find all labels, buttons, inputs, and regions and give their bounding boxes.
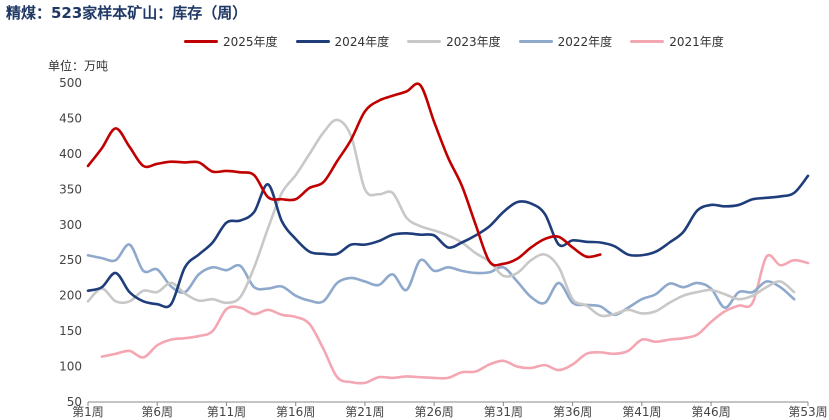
series-line-5 (100, 253, 810, 385)
series-line-1 (86, 82, 602, 267)
legend-label: 2022年度 (557, 35, 613, 49)
y-tick-label: 150 (59, 324, 82, 338)
legend-label: 2023年度 (446, 35, 501, 49)
x-tick-label: 第31周 (484, 405, 523, 419)
chart-title: 精煤：523家样本矿山：库存（周） (6, 4, 248, 22)
y-tick-label: 350 (59, 182, 82, 196)
series-line-2 (86, 174, 810, 309)
x-tick-label: 第11周 (207, 405, 246, 419)
legend-swatch (184, 40, 218, 43)
unit-label: 单位：万吨 (48, 59, 109, 73)
y-tick-label: 200 (59, 289, 82, 303)
x-tick-label: 第36周 (553, 405, 592, 419)
x-tick-label: 第26周 (415, 405, 454, 419)
series-line-3 (86, 118, 796, 318)
legend: 2025年度 2024年度 2023年度 2022年度 2021年度 (184, 33, 724, 50)
x-tick-label: 第21周 (345, 405, 384, 419)
legend-swatch (518, 40, 553, 43)
legend-label: 2024年度 (334, 35, 390, 49)
series-layer (86, 82, 810, 385)
x-tick-label: 第16周 (276, 405, 315, 419)
axes-layer: 50 100 150 200 250 300 350 400 450 500 第1周 第6周 第11周 第… (59, 76, 828, 419)
y-tick-label: 500 (59, 76, 82, 90)
legend-label: 2021年度 (669, 35, 724, 49)
y-tick-label: 250 (59, 253, 82, 267)
legend-item-3: 2023年度 (407, 33, 501, 50)
x-tick-label: 第53周 (788, 405, 827, 419)
legend-item-5: 2021年度 (630, 33, 724, 50)
legend-swatch (630, 40, 665, 43)
legend-item-4: 2022年度 (518, 33, 613, 50)
legend-item-1: 2025年度 (184, 33, 278, 50)
y-tick-label: 400 (59, 147, 82, 161)
legend-swatch (407, 40, 442, 43)
y-tick-label: 50 (67, 395, 82, 409)
legend-label: 2025年度 (223, 35, 278, 49)
x-tick-label: 第41周 (622, 405, 661, 419)
x-tick-label: 第1周 (72, 405, 104, 419)
x-tick-label: 第6周 (141, 405, 173, 419)
x-tick-label: 第46周 (691, 405, 730, 419)
legend-item-2: 2024年度 (295, 33, 390, 50)
y-tick-label: 300 (59, 218, 82, 232)
series-line-4 (86, 243, 796, 317)
legend-swatch (295, 40, 330, 43)
y-tick-label: 100 (59, 360, 82, 374)
y-tick-label: 450 (59, 111, 82, 125)
